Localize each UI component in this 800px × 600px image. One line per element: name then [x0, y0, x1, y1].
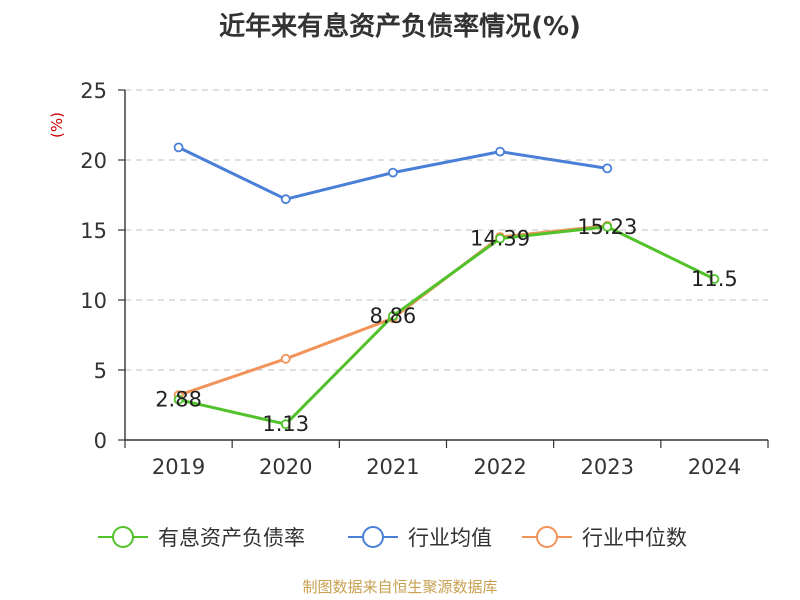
y-tick-label: 25 — [80, 79, 107, 103]
data-point[interactable] — [709, 274, 720, 284]
data-point[interactable] — [495, 233, 505, 244]
x-tick-label: 2021 — [366, 455, 419, 479]
y-tick-label: 20 — [80, 149, 107, 173]
y-tick-label: 15 — [80, 219, 107, 243]
data-labels: 2.88 1.13 8.86 14.39 15.23 11.5 — [155, 215, 738, 436]
legend-label: 有息资产负债率 — [158, 526, 305, 550]
data-label: 15.23 — [577, 215, 637, 239]
legend-item[interactable]: 行业中位数 — [522, 526, 687, 550]
legend[interactable]: 有息资产负债率 行业均值 行业中位数 — [98, 526, 687, 550]
legend-marker — [112, 526, 134, 548]
y-tick-label: 5 — [94, 359, 107, 383]
legend-label: 行业均值 — [408, 526, 492, 550]
data-point[interactable] — [388, 167, 398, 178]
legend-item[interactable]: 行业均值 — [348, 526, 492, 550]
data-label: 14.39 — [470, 227, 530, 251]
y-tick-label: 10 — [80, 289, 107, 313]
data-label: 2.88 — [155, 388, 202, 412]
axes: 0 5 10 15 20 25 2019 2020 2021 2022 2023 2024 — [80, 79, 769, 479]
data-point[interactable] — [280, 353, 291, 364]
data-label: 1.13 — [262, 412, 309, 436]
series-line — [178, 225, 716, 426]
data-point[interactable] — [280, 194, 291, 205]
chart-title: 近年来有息资产负债率情况(%) — [219, 11, 581, 42]
data-label: 8.86 — [370, 304, 417, 328]
x-tick-label: 2023 — [581, 455, 634, 479]
legend-marker — [536, 526, 558, 548]
data-point[interactable] — [173, 394, 184, 405]
grid-lines — [125, 89, 768, 371]
legend-marker — [362, 526, 384, 548]
data-point[interactable] — [173, 142, 184, 153]
x-tick-label: 2020 — [259, 455, 312, 479]
data-point[interactable] — [280, 419, 291, 430]
legend-item[interactable]: 有息资产负债率 — [98, 526, 305, 550]
x-tick-label: 2019 — [152, 455, 205, 479]
data-point[interactable] — [602, 163, 613, 174]
data-point[interactable] — [602, 221, 613, 232]
data-label: 11.5 — [691, 267, 738, 291]
data-point[interactable] — [495, 146, 505, 157]
legend-label: 行业中位数 — [582, 526, 687, 550]
y-axis-label: (%) — [48, 112, 66, 138]
x-tick-label: 2024 — [688, 455, 741, 479]
y-tick-label: 0 — [94, 429, 107, 453]
data-point[interactable] — [388, 311, 398, 321]
x-tick-label: 2022 — [473, 455, 526, 479]
source-note: 制图数据来自恒生聚源数据库 — [302, 578, 497, 596]
series-lines — [173, 142, 720, 430]
